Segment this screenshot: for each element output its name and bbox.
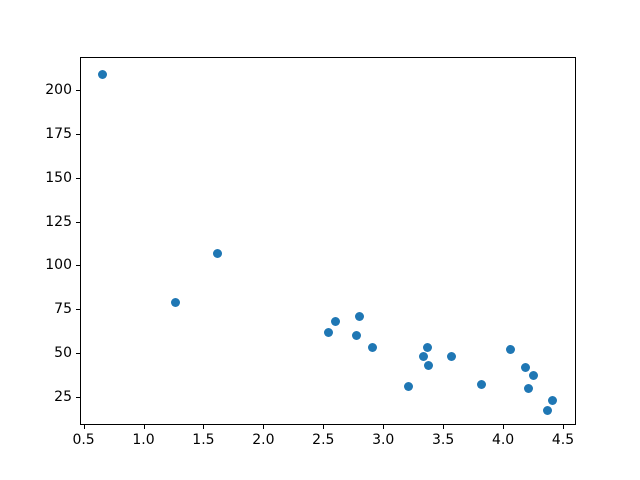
scatter-point bbox=[354, 311, 364, 321]
scatter-point bbox=[419, 352, 429, 362]
scatter-point bbox=[542, 406, 552, 416]
x-tick bbox=[143, 425, 145, 429]
scatter-point bbox=[477, 380, 486, 390]
y-tick bbox=[76, 221, 80, 223]
y-tick-label: 175 bbox=[45, 126, 72, 143]
y-tick-label: 100 bbox=[45, 257, 72, 274]
scatter-point bbox=[213, 248, 223, 258]
x-tick bbox=[383, 425, 385, 429]
x-tick-label: 2.5 bbox=[312, 432, 335, 448]
x-tick-label: 3.5 bbox=[432, 432, 455, 448]
y-tick-label: 200 bbox=[45, 82, 72, 99]
scatter-point bbox=[528, 371, 538, 381]
x-tick bbox=[563, 425, 564, 429]
y-tick-label: 25 bbox=[54, 388, 72, 405]
scatter-point bbox=[447, 352, 457, 362]
y-tick bbox=[76, 134, 80, 136]
scatter-point bbox=[98, 70, 108, 80]
scatter-point bbox=[547, 395, 557, 405]
plot-area bbox=[80, 57, 576, 425]
scatter-point bbox=[521, 362, 531, 372]
x-tick-label: 4.5 bbox=[551, 432, 575, 448]
y-tick bbox=[76, 353, 80, 355]
x-tick-label: 1.0 bbox=[132, 432, 155, 448]
scatter-point bbox=[323, 327, 333, 337]
x-tick-label: 4.0 bbox=[491, 432, 515, 448]
x-tick bbox=[323, 425, 325, 429]
x-tick-label: 3.0 bbox=[372, 432, 395, 448]
y-tick bbox=[76, 396, 80, 398]
scatter-point bbox=[352, 331, 362, 341]
y-tick bbox=[76, 309, 80, 311]
x-tick-label: 1.5 bbox=[192, 432, 215, 448]
scatter-point bbox=[403, 381, 413, 391]
y-tick-label: 125 bbox=[45, 213, 72, 230]
y-tick-label: 150 bbox=[45, 169, 72, 186]
x-tick bbox=[503, 425, 505, 429]
scatter-point bbox=[171, 297, 181, 307]
scatter-point bbox=[367, 343, 377, 353]
y-tick-label: 50 bbox=[54, 345, 72, 362]
x-tick-label: 2.0 bbox=[252, 432, 275, 448]
scatter-point bbox=[523, 383, 533, 393]
y-tick bbox=[76, 265, 80, 267]
scatter-point bbox=[424, 360, 434, 370]
scatter-point bbox=[423, 343, 433, 353]
scatter-point bbox=[330, 317, 340, 327]
scatter-point bbox=[505, 345, 515, 355]
x-tick-label: 0.5 bbox=[72, 432, 95, 448]
x-tick bbox=[203, 425, 205, 429]
x-tick bbox=[263, 425, 265, 429]
x-tick bbox=[83, 425, 85, 429]
x-tick bbox=[443, 425, 445, 429]
y-tick bbox=[76, 90, 80, 92]
y-tick bbox=[76, 177, 80, 179]
y-tick-label: 75 bbox=[54, 301, 72, 318]
